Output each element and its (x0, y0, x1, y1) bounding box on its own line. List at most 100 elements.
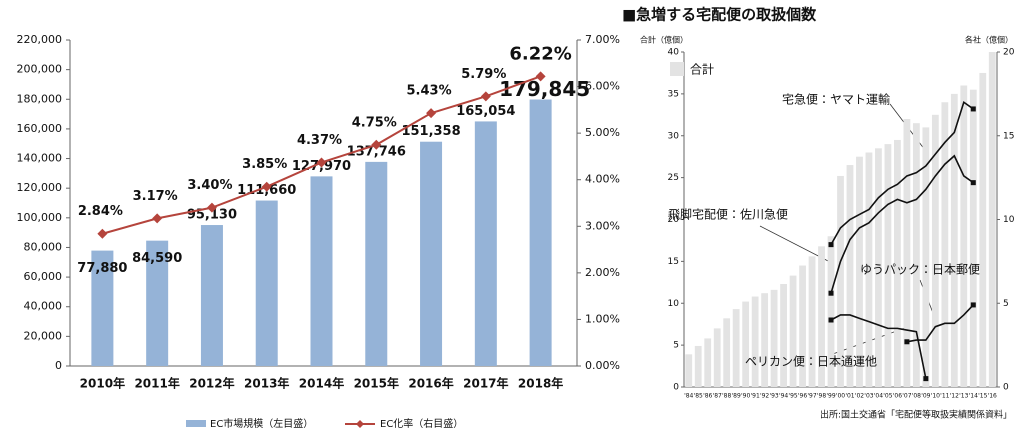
y2-tick-label: 4.00% (585, 173, 620, 186)
legend-swatch (670, 62, 684, 76)
y-tick-label: 40 (668, 48, 680, 58)
y2-axis-label: 各社（億個） (965, 35, 1013, 45)
legend-label: 合計 (690, 62, 714, 77)
x-tick-label: '10 (931, 393, 940, 400)
x-tick-label: '93 (769, 393, 778, 400)
bar-value-label: 95,130 (187, 208, 237, 223)
x-tick-label: '86 (703, 393, 712, 400)
bar (751, 296, 759, 387)
bar (818, 246, 825, 387)
x-tick-label: '84 (684, 393, 693, 400)
line-marker (904, 339, 910, 345)
x-tick-label: 2017年 (463, 376, 508, 391)
x-tick-label: 2013年 (244, 376, 289, 391)
y-tick-label: 160,000 (17, 122, 63, 135)
line-value-label: 4.75% (352, 115, 397, 130)
bar (837, 175, 844, 387)
line (830, 154, 974, 294)
y-axis-label: 合計（億個） (640, 35, 688, 45)
x-tick-label: '96 (798, 393, 807, 400)
line-marker (828, 242, 834, 248)
bar (979, 72, 987, 387)
line (830, 100, 974, 246)
line-marker (316, 157, 327, 168)
x-tick-label: '05 (883, 393, 892, 400)
x-tick-label: '11 (940, 393, 949, 400)
line-marker (371, 139, 382, 150)
line-value-label: 3.17% (133, 189, 178, 204)
y-tick-label: 20,000 (24, 329, 63, 342)
line-value-label: 3.40% (187, 178, 232, 193)
line-marker (970, 106, 976, 112)
y2-tick-label: 5.00% (585, 126, 620, 139)
series-label: 宅急便：ヤマト運輸 (782, 92, 890, 107)
line-marker (970, 302, 976, 308)
bar (856, 156, 863, 387)
y-tick-label: 20 (668, 215, 680, 225)
y-tick-label: 0 (673, 383, 679, 393)
bar-value-label: 84,590 (132, 251, 182, 266)
x-tick-label: '99 (826, 393, 835, 400)
x-tick-label: '03 (864, 393, 873, 400)
bar (808, 256, 816, 387)
line-value-label: 4.37% (297, 133, 342, 148)
y-tick-label: 0 (55, 359, 62, 372)
x-tick-label: '91 (750, 393, 759, 400)
bar (742, 301, 750, 387)
y-tick-label: 120,000 (17, 181, 63, 194)
x-tick-label: 2014年 (299, 376, 344, 391)
legend-swatch (186, 420, 206, 427)
bar-value-label: 165,054 (456, 104, 515, 119)
y-tick-label: 180,000 (17, 92, 63, 105)
line-value-label: 2.84% (78, 204, 123, 219)
x-tick-label: '94 (779, 393, 788, 400)
bar-value-label: 77,880 (77, 261, 127, 276)
bar (903, 119, 911, 387)
y2-tick-label: 2.00% (585, 266, 620, 279)
bar (91, 250, 114, 366)
bar (761, 293, 769, 387)
x-tick-label: '01 (845, 393, 854, 400)
bar (799, 265, 806, 387)
bar (770, 289, 778, 387)
bar (912, 123, 920, 387)
y-tick-label: 80,000 (24, 240, 63, 253)
line (830, 314, 927, 379)
line-value-label: 5.43% (407, 84, 452, 99)
line-marker (261, 181, 272, 192)
x-tick-label: '98 (817, 393, 826, 400)
x-tick-label: '90 (741, 393, 750, 400)
bar (875, 148, 882, 387)
y-tick-label: 220,000 (17, 33, 63, 46)
line-marker (480, 91, 491, 102)
y-tick-label: 60,000 (24, 270, 63, 283)
line-marker (828, 290, 834, 296)
x-tick-label: '14 (969, 393, 978, 400)
x-tick-label: '89 (732, 393, 741, 400)
y2-tick-label: 6.00% (585, 80, 620, 93)
bar (713, 328, 721, 387)
y-tick-label: 5 (673, 341, 679, 351)
bar (884, 144, 892, 387)
bar (365, 161, 388, 366)
y-tick-label: 35 (668, 89, 679, 99)
bar (694, 345, 702, 387)
x-tick-label: '16 (988, 393, 997, 400)
y2-tick-label: 7.00% (585, 33, 620, 46)
y-tick-label: 25 (668, 173, 679, 183)
y-tick-label: 10 (668, 299, 680, 309)
line-marker (828, 317, 834, 323)
bar (146, 240, 169, 366)
x-tick-label: 2015年 (354, 376, 399, 391)
legend-swatch (356, 420, 364, 428)
series-label: ゆうパック：日本郵便 (860, 263, 980, 277)
x-tick-label: '88 (722, 393, 731, 400)
bar (931, 114, 939, 387)
legend-label: EC市場規模（左目盛） (210, 417, 313, 430)
bar (723, 318, 731, 387)
x-tick-label: '04 (874, 393, 883, 400)
bar-value-label: 179,845 (499, 77, 590, 101)
x-tick-label: '97 (807, 393, 816, 400)
x-tick-label: '92 (760, 393, 769, 400)
y2-tick-label: 3.00% (585, 219, 620, 232)
